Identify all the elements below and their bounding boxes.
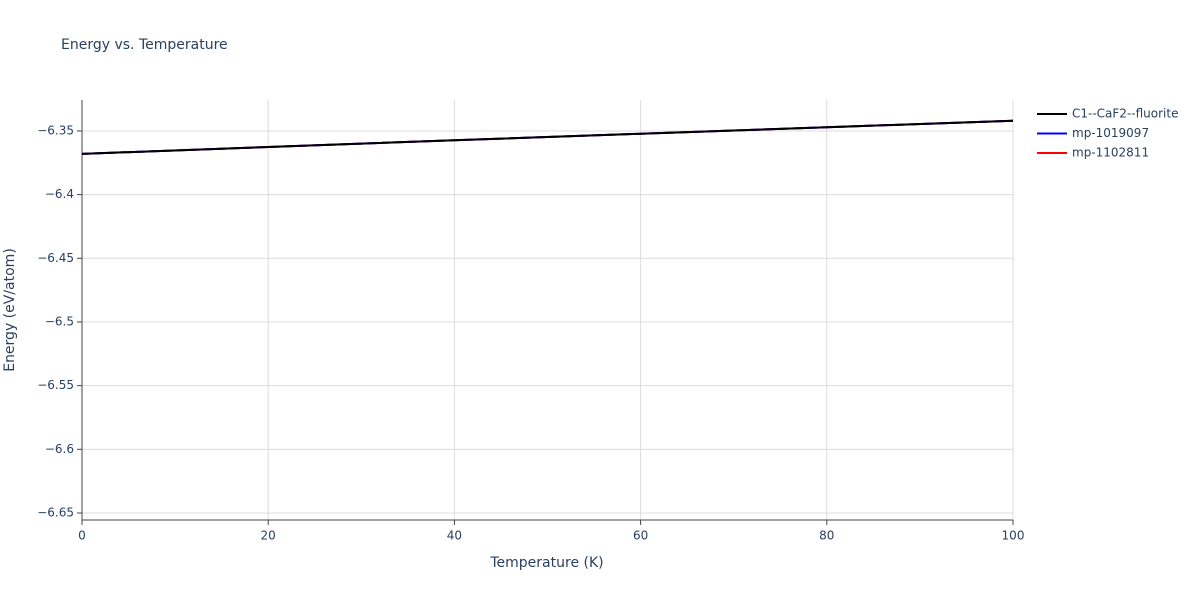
y-tick-label: −6.55 <box>37 378 74 392</box>
legend-label: C1--CaF2--fluorite <box>1072 107 1178 121</box>
legend-item: mp-1019097 <box>1037 126 1149 140</box>
y-tick-label: −6.5 <box>45 314 74 328</box>
x-tick-label: 60 <box>633 529 648 543</box>
y-axis-title: Energy (eV/atom) <box>2 248 18 372</box>
x-tick-label: 20 <box>261 529 276 543</box>
y-tick-label: −6.4 <box>45 187 74 201</box>
legend-label: mp-1102811 <box>1072 146 1149 160</box>
line-series <box>81 119 1014 155</box>
x-axis-title: Temperature (K) <box>489 555 603 571</box>
y-tick-label: −6.6 <box>45 442 74 456</box>
y-tick-label: −6.45 <box>37 251 74 265</box>
y-tick-label: −6.35 <box>37 123 74 137</box>
legend-item: C1--CaF2--fluorite <box>1037 107 1178 121</box>
x-tick-label: 0 <box>78 529 86 543</box>
x-tick-label: 100 <box>1002 529 1025 543</box>
legend-label: mp-1019097 <box>1072 126 1149 140</box>
x-tick-label: 40 <box>447 529 462 543</box>
y-tick-label: −6.65 <box>37 505 74 519</box>
legend-item: mp-1102811 <box>1037 146 1149 160</box>
x-tick-label: 80 <box>819 529 834 543</box>
chart-title: Energy vs. Temperature <box>61 37 228 53</box>
